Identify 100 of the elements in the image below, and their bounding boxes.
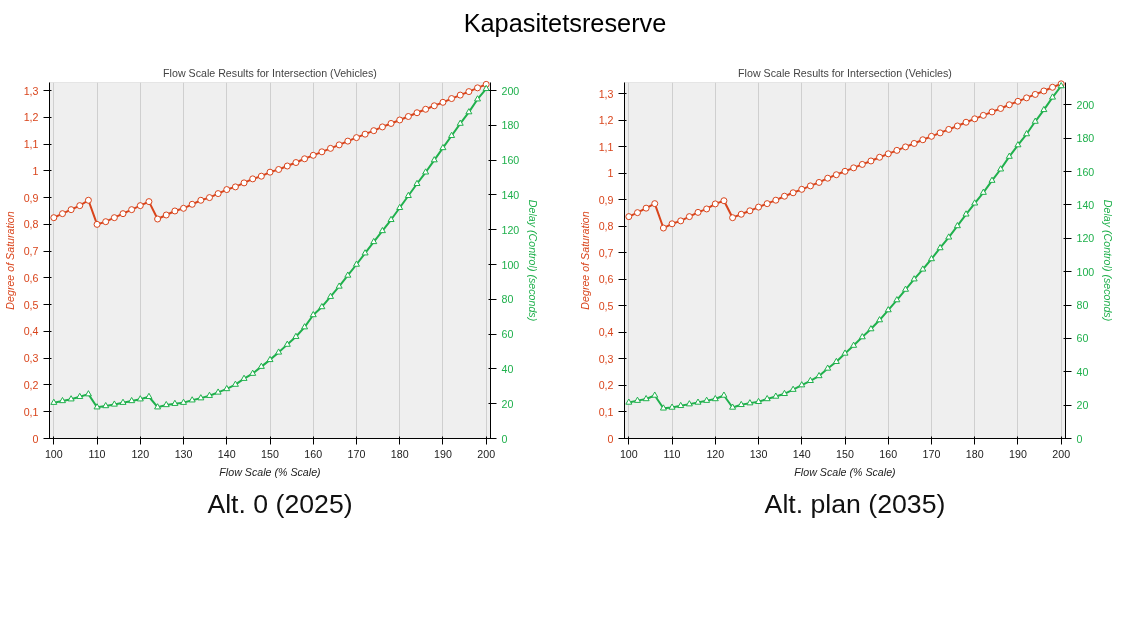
point	[249, 369, 257, 376]
point	[763, 395, 771, 402]
point	[1031, 117, 1039, 124]
point	[136, 202, 144, 210]
point	[997, 165, 1005, 172]
point	[76, 202, 84, 210]
y2-tick-label: 140	[501, 188, 520, 201]
y2-tick-label: 160	[501, 154, 520, 167]
point	[283, 162, 291, 170]
point	[694, 208, 702, 216]
x-tick-label: 180	[390, 447, 409, 460]
point	[746, 399, 754, 406]
point	[136, 395, 144, 402]
point	[439, 143, 447, 151]
point	[145, 392, 153, 399]
point	[474, 84, 482, 92]
point	[668, 220, 676, 228]
point	[668, 403, 676, 410]
point	[110, 400, 118, 407]
point	[893, 146, 901, 154]
y-tick-label: 0	[607, 432, 614, 445]
point	[84, 196, 92, 204]
point	[387, 119, 395, 127]
point	[430, 102, 438, 110]
point	[180, 204, 188, 212]
y-tick-label: 1,2	[23, 111, 39, 124]
y-tick-label: 0,9	[23, 191, 39, 204]
point	[292, 332, 300, 339]
point	[162, 400, 170, 408]
point	[257, 172, 265, 180]
point	[659, 224, 667, 232]
point	[301, 155, 309, 163]
chart-title: Flow Scale Results for Intersection (Vehicles)	[738, 66, 952, 79]
x-tick-label: 200	[1052, 447, 1071, 460]
point	[997, 104, 1005, 112]
point	[128, 396, 136, 404]
point	[1040, 87, 1048, 95]
x-tick-label: 180	[965, 447, 984, 460]
point	[988, 176, 996, 183]
y2-tick-label: 60	[501, 328, 514, 341]
point	[378, 226, 386, 234]
x-tick-label: 150	[261, 447, 279, 460]
point	[633, 209, 641, 217]
x-axis-title: Flow Scale (% Scale)	[794, 465, 896, 478]
point	[154, 215, 162, 223]
point	[720, 197, 728, 205]
point	[685, 400, 693, 407]
point	[404, 113, 412, 120]
point	[772, 392, 780, 399]
y-axis-title: Degree of Saturation	[3, 211, 16, 310]
point	[988, 108, 996, 116]
point	[1005, 152, 1013, 159]
point	[396, 203, 404, 211]
point	[188, 200, 196, 208]
y-tick-label: 0,3	[23, 352, 39, 365]
point	[275, 348, 283, 355]
y2-tick-label: 80	[1076, 299, 1089, 312]
point	[746, 207, 754, 215]
point	[876, 153, 884, 161]
point	[806, 376, 814, 384]
point	[910, 275, 918, 282]
y-tick-label: 1,3	[23, 84, 39, 97]
point	[439, 98, 447, 106]
y-tick-label: 0,5	[23, 298, 39, 311]
point	[902, 285, 910, 292]
point	[729, 214, 737, 222]
point	[465, 88, 473, 96]
point	[205, 391, 213, 398]
x-tick-label: 120	[706, 447, 725, 460]
point	[945, 233, 953, 240]
point	[327, 292, 335, 299]
point	[102, 218, 110, 226]
y-tick-label: 1	[32, 164, 39, 177]
point	[309, 311, 317, 318]
y-tick-label: 0,9	[598, 193, 614, 206]
point	[780, 389, 788, 397]
point	[755, 203, 763, 211]
y-tick-label: 0,8	[23, 218, 39, 231]
point	[249, 175, 257, 183]
y2-tick-label: 40	[501, 362, 514, 375]
y-tick-label: 1,2	[598, 114, 614, 127]
y2-tick-label: 180	[1076, 132, 1095, 145]
point	[93, 403, 101, 410]
y-tick-label: 0,2	[598, 379, 614, 392]
point	[979, 188, 987, 195]
point	[815, 371, 823, 379]
point	[171, 399, 179, 406]
point	[67, 395, 75, 402]
point	[651, 391, 659, 398]
point	[180, 398, 188, 405]
x-tick-label: 170	[922, 447, 941, 460]
point	[50, 214, 58, 222]
point	[642, 395, 650, 402]
point	[789, 385, 797, 392]
point	[832, 357, 840, 364]
point	[335, 141, 343, 149]
y-tick-label: 1,1	[598, 140, 614, 153]
y2-tick-label: 0	[1076, 432, 1083, 445]
point	[327, 144, 335, 152]
point	[292, 159, 300, 167]
